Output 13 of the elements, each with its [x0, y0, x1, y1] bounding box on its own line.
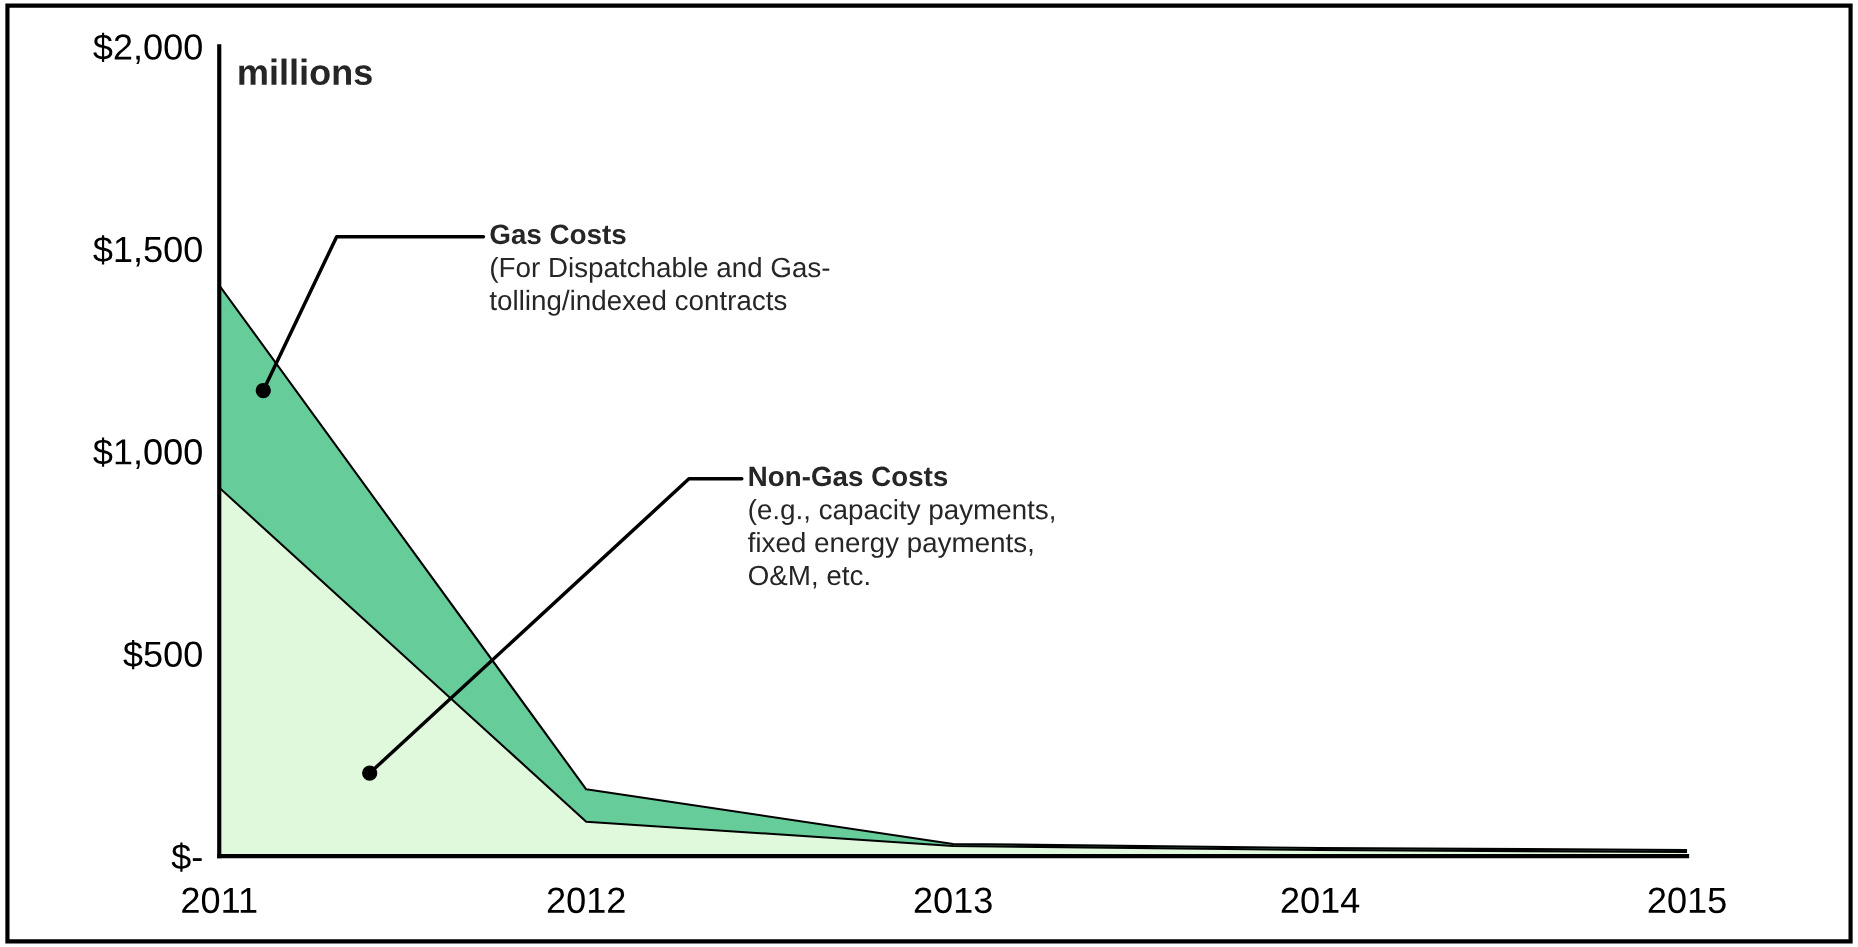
x-tick-label: 2014 — [1281, 887, 1360, 914]
x-tick-label: 2015 — [1648, 887, 1726, 914]
x-tick-label: 2011 — [182, 887, 257, 914]
annotation: Gas Costs (For Dispatchable and Gas- tolling/indexed contracts — [489, 224, 830, 316]
y-tick-label: $1,000 — [93, 437, 202, 469]
y-tick-label: $2,000 — [93, 32, 202, 65]
y-tick-label: $500 — [123, 640, 202, 670]
x-tick-label: 2013 — [914, 887, 992, 914]
y-tick-label: $- — [171, 842, 202, 872]
annotation: millions — [239, 58, 372, 86]
annotation: Non-Gas Costs (e.g., capacity payments, fixed energy payments, O&M, etc. — [748, 466, 1054, 589]
y-tick-label: $1,500 — [93, 235, 202, 267]
x-tick-label: 2012 — [547, 887, 625, 914]
